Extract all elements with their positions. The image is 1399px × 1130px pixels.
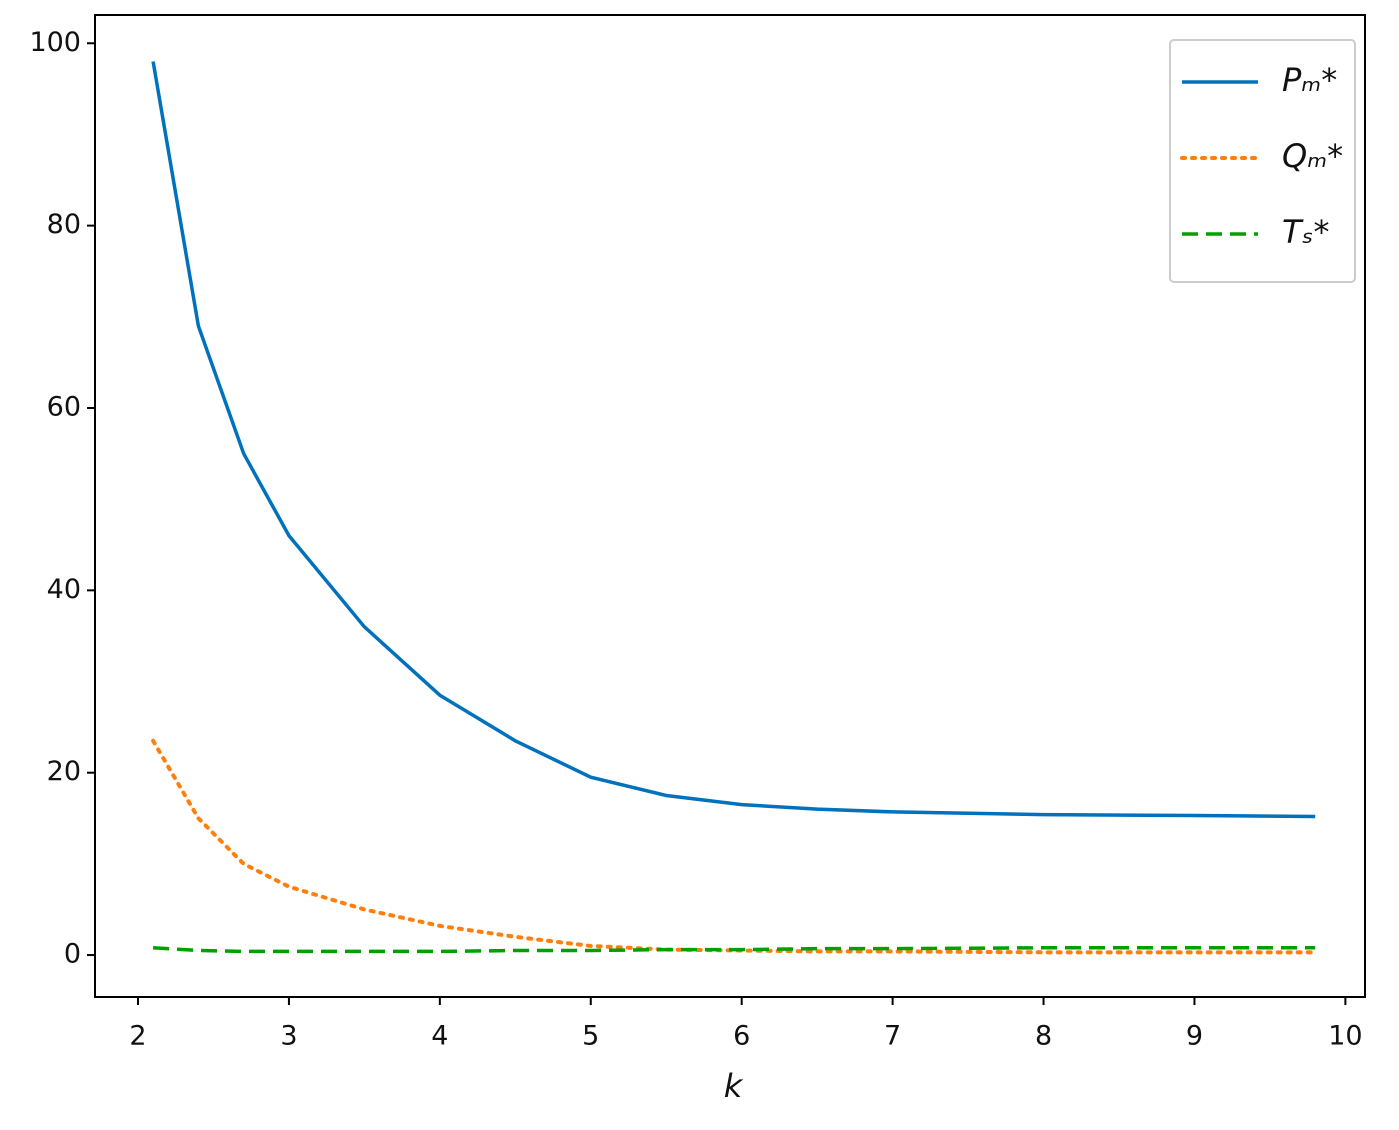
x-tick-label: 4 — [431, 1021, 448, 1052]
x-tick-label: 2 — [129, 1021, 146, 1052]
x-axis-label: k — [724, 1067, 744, 1105]
legend-box — [1169, 39, 1356, 283]
y-tick-label: 0 — [64, 939, 81, 970]
x-tick-label: 3 — [280, 1021, 297, 1052]
y-tick-label: 100 — [29, 27, 81, 58]
x-tick-label: 5 — [582, 1021, 599, 1052]
plot-frame — [94, 14, 1366, 998]
line-series — [151, 61, 1316, 819]
y-tick-label: 60 — [47, 391, 81, 422]
legend-label: Qₘ* — [1282, 137, 1343, 175]
y-tick-label: 40 — [47, 574, 81, 605]
x-tick-label: 7 — [884, 1021, 901, 1052]
y-tick-label: 20 — [47, 756, 81, 787]
legend-label: Pₘ* — [1282, 61, 1337, 99]
legend-label: Tₛ* — [1282, 213, 1329, 251]
x-tick-label: 10 — [1328, 1021, 1362, 1052]
x-tick-label: 9 — [1186, 1021, 1203, 1052]
line-series — [151, 738, 1318, 955]
y-tick-label: 80 — [47, 209, 81, 240]
line-series — [152, 946, 1316, 954]
x-tick-label: 6 — [733, 1021, 750, 1052]
x-tick-label: 8 — [1035, 1021, 1052, 1052]
